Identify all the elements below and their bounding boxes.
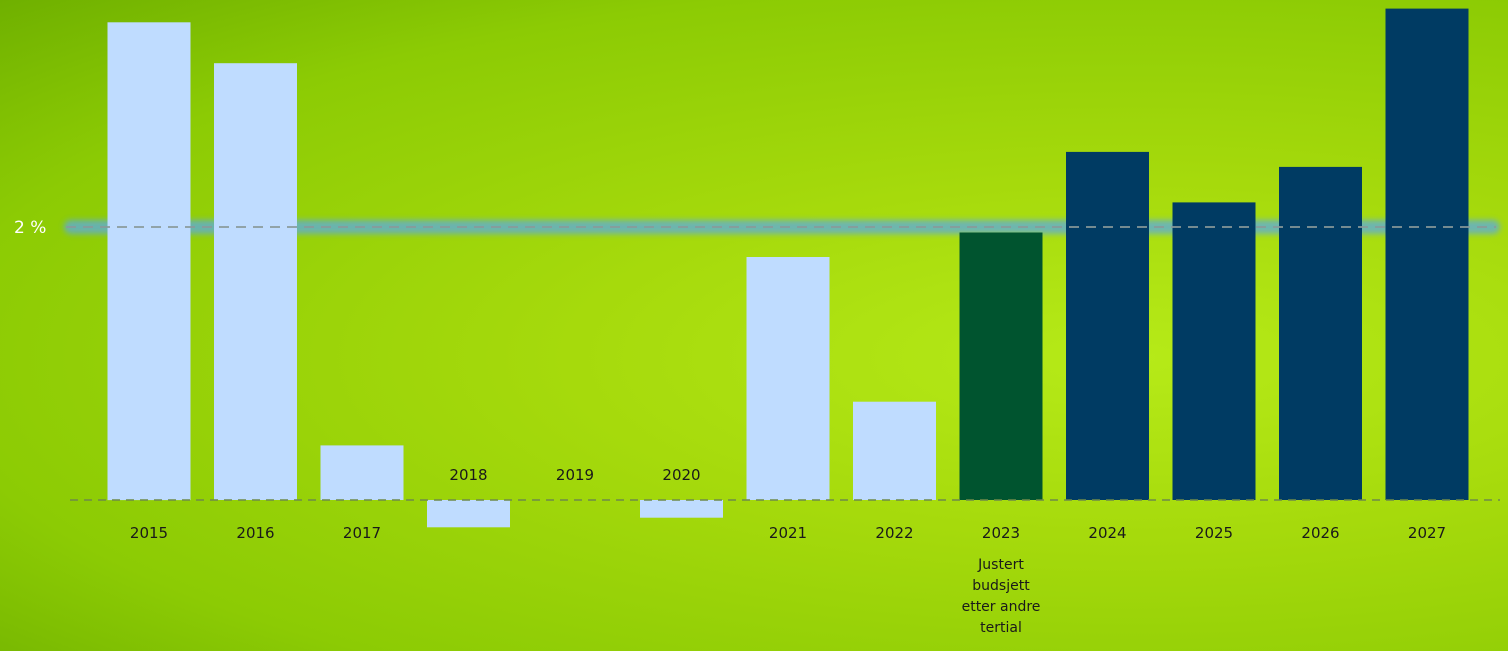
bar-2018	[427, 500, 510, 528]
bars-layer	[107, 8, 1469, 528]
bar-2025	[1172, 202, 1256, 500]
tick-label-2026: 2026	[1301, 524, 1339, 542]
tick-label-2016: 2016	[236, 524, 274, 542]
tick-label-2015: 2015	[130, 524, 168, 542]
bar-2027	[1385, 8, 1469, 500]
tick-label-2018: 2018	[449, 466, 487, 484]
bar-2015	[107, 22, 191, 501]
tick-label-2024: 2024	[1088, 524, 1126, 542]
tick-note-2023-1: budsjett	[972, 578, 1030, 594]
bar-2020	[640, 500, 723, 518]
tick-label-2021: 2021	[769, 524, 807, 542]
bar-2026	[1279, 166, 1362, 500]
category-labels: 2015 2016 2017 2018 2019 2020 2021 2022 2023 Just…	[130, 466, 1446, 636]
tick-label-2020: 2020	[662, 466, 700, 484]
tick-label-2017: 2017	[343, 524, 381, 542]
tick-note-2023-2: etter andre	[962, 599, 1041, 615]
tick-label-2019: 2019	[556, 466, 594, 484]
bar-2022	[853, 401, 936, 500]
tick-label-2023: 2023	[982, 524, 1020, 542]
tick-note-2023-0: Justert	[977, 557, 1024, 573]
tick-note-2023-3: tertial	[980, 620, 1022, 636]
bar-2023	[959, 232, 1043, 500]
bar-2016	[214, 63, 297, 500]
tick-label-2022: 2022	[875, 524, 913, 542]
bar-2024	[1066, 151, 1149, 500]
bar-2017	[320, 445, 404, 500]
tick-label-2025: 2025	[1195, 524, 1233, 542]
bar-2021	[746, 257, 830, 500]
reference-line-label: 2 %	[14, 218, 46, 238]
tick-label-2027: 2027	[1408, 524, 1446, 542]
